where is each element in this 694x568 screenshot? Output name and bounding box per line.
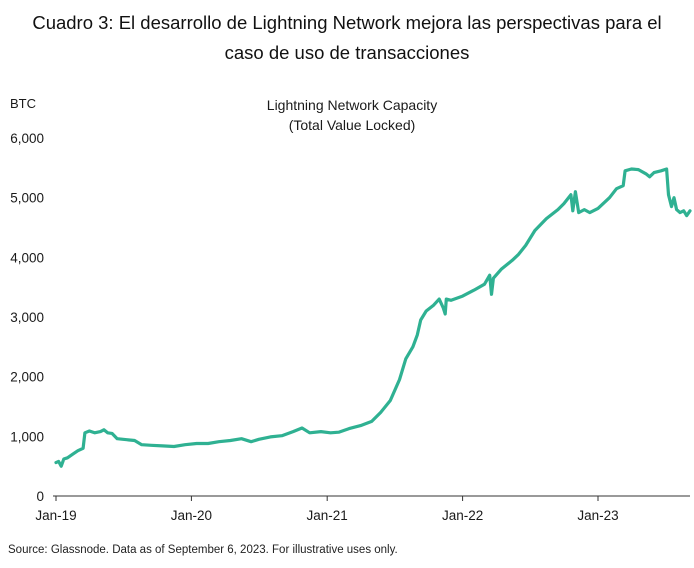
y-axis-ticks: 0 1,000 2,000 3,000 4,000 5,000 6,000: [10, 131, 44, 504]
series-line: [54, 167, 692, 468]
x-tick-label: Jan-22: [442, 508, 483, 523]
page-title: Cuadro 3: El desarrollo de Lightning Net…: [0, 8, 694, 68]
source-note: Source: Glassnode. Data as of September …: [8, 544, 398, 556]
y-tick-label: 3,000: [10, 310, 44, 325]
chart-title: Lightning Network Capacity: [267, 97, 437, 113]
y-tick-label: 2,000: [10, 370, 44, 385]
y-tick-label: 1,000: [10, 429, 44, 444]
x-tick-label: Jan-23: [577, 508, 618, 523]
y-tick-label: 5,000: [10, 191, 44, 206]
y-axis-label: BTC: [10, 96, 36, 111]
y-tick-label: 0: [36, 489, 44, 504]
page-title-line: Cuadro 3: El desarrollo de Lightning Net…: [32, 12, 662, 33]
x-tick-label: Jan-20: [171, 508, 212, 523]
chart-subtitle: (Total Value Locked): [289, 117, 416, 133]
x-axis-ticks: Jan-19 Jan-20 Jan-21 Jan-22 Jan-23: [35, 496, 619, 523]
y-tick-label: 4,000: [10, 250, 44, 265]
series-layer: [54, 167, 692, 468]
x-tick-label: Jan-19: [35, 508, 76, 523]
x-tick-label: Jan-21: [307, 508, 348, 523]
y-tick-label: 6,000: [10, 131, 44, 146]
page-title-line: caso de uso de transacciones: [224, 42, 470, 63]
